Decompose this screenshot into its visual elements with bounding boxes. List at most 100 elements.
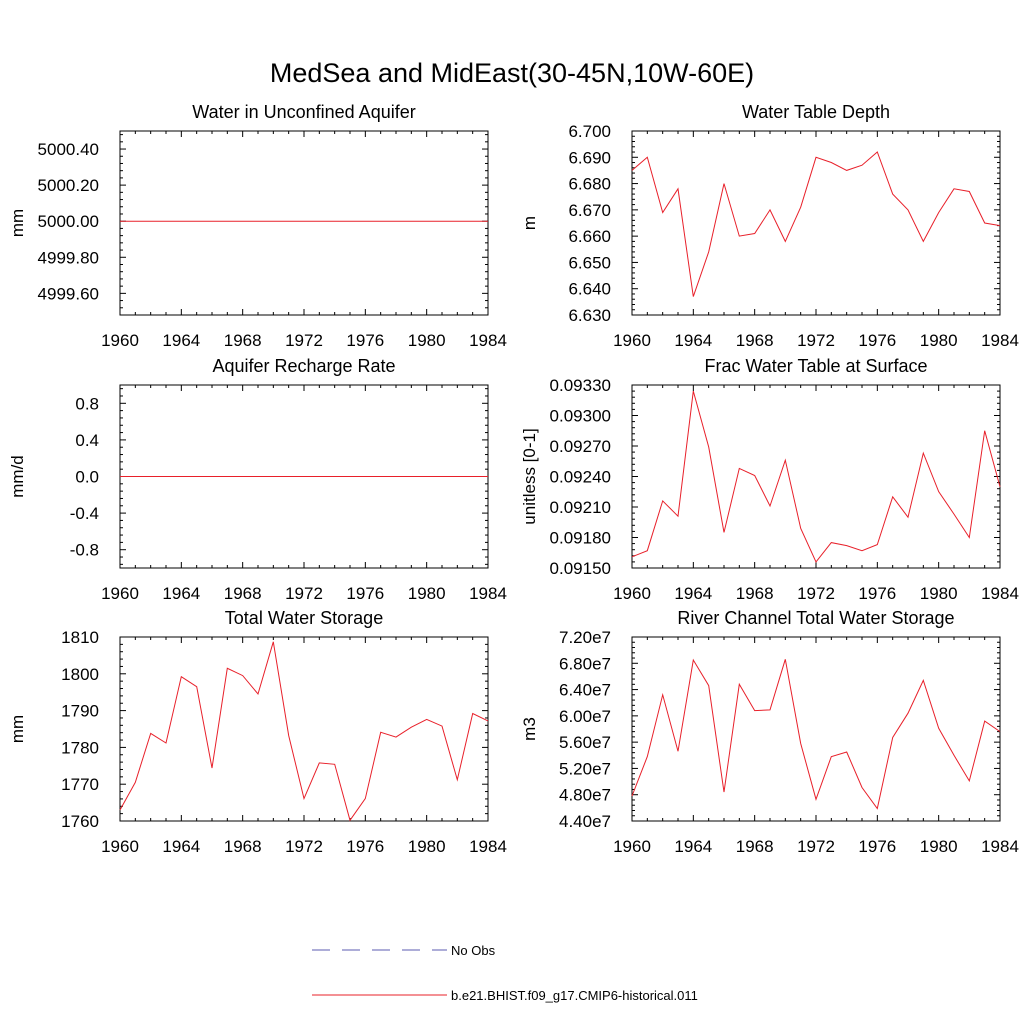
x-tick-label: 1976 xyxy=(858,837,896,856)
y-axis-label: mm xyxy=(8,715,27,743)
panel-title: Total Water Storage xyxy=(225,608,383,628)
x-tick-label: 1960 xyxy=(613,584,651,603)
y-tick-label: 6.700 xyxy=(568,122,611,141)
y-tick-label: 6.650 xyxy=(568,253,611,272)
y-tick-label: 6.630 xyxy=(568,306,611,325)
chart-panel-4: Frac Water Table at Surface unitless [0-1… xyxy=(520,356,1019,603)
series-line xyxy=(119,641,489,822)
y-tick-label: 6.670 xyxy=(568,201,611,220)
panel-title: Water Table Depth xyxy=(742,102,890,122)
x-tick-label: 1964 xyxy=(674,837,712,856)
x-tick-label: 1976 xyxy=(346,331,384,350)
chart-panel-1: Water in Unconfined Aquifer mm 1960 1964 196… xyxy=(8,102,507,350)
y-tick-label: 7.20e7 xyxy=(559,628,611,647)
y-tick-label: 6.00e7 xyxy=(559,707,611,726)
y-tick-label: 1770 xyxy=(61,775,99,794)
y-tick-label: 1790 xyxy=(61,702,99,721)
y-tick-label: 5.20e7 xyxy=(559,759,611,778)
y-axis-label: m xyxy=(520,216,539,230)
y-tick-label: 0.09240 xyxy=(550,468,611,487)
plot-frame xyxy=(119,636,489,822)
x-tick-label: 1964 xyxy=(162,584,200,603)
y-axis-label: mm xyxy=(8,209,27,237)
chart-panel-2: Water Table Depth m 1960 1964 1968 1972 1976 19… xyxy=(520,102,1019,350)
y-tick-label: 5000.00 xyxy=(38,212,99,231)
x-tick-label: 1968 xyxy=(736,584,774,603)
plot-frame xyxy=(631,636,1001,822)
y-tick-label: -0.4 xyxy=(70,504,99,523)
x-tick-label: 1980 xyxy=(920,584,958,603)
figure-title: MedSea and MidEast(30-45N,10W-60E) xyxy=(270,58,754,88)
x-tick-label: 1976 xyxy=(346,584,384,603)
x-tick-label: 1972 xyxy=(285,331,323,350)
x-tick-label: 1972 xyxy=(797,584,835,603)
y-tick-label: 1780 xyxy=(61,738,99,757)
x-tick-label: 1984 xyxy=(469,837,507,856)
x-tick-label: 1964 xyxy=(162,331,200,350)
x-tick-label: 1968 xyxy=(736,331,774,350)
chart-panel-6: River Channel Total Water Storage m3 1960 1… xyxy=(520,608,1019,856)
y-tick-label: 6.660 xyxy=(568,227,611,246)
panel-title: Aquifer Recharge Rate xyxy=(212,356,395,376)
y-axis-label: m3 xyxy=(520,717,539,741)
y-tick-label: 0.09300 xyxy=(550,407,611,426)
chart-panel-5: Total Water Storage mm 1960 1964 1968 1972 197… xyxy=(8,608,507,856)
y-tick-label: 0.09210 xyxy=(550,498,611,517)
y-tick-label: 6.690 xyxy=(568,148,611,167)
y-tick-label: 5.60e7 xyxy=(559,733,611,752)
panel-title: Water in Unconfined Aquifer xyxy=(192,102,415,122)
x-tick-label: 1964 xyxy=(674,584,712,603)
chart-panels: Water in Unconfined Aquifer mm 1960 1964 196… xyxy=(8,102,1019,856)
panel-title: River Channel Total Water Storage xyxy=(677,608,954,628)
x-tick-label: 1984 xyxy=(469,584,507,603)
x-tick-label: 1968 xyxy=(736,837,774,856)
x-tick-label: 1968 xyxy=(224,331,262,350)
x-tick-label: 1960 xyxy=(613,331,651,350)
x-tick-label: 1960 xyxy=(101,331,139,350)
x-tick-label: 1980 xyxy=(920,331,958,350)
y-tick-label: 5000.20 xyxy=(38,176,99,195)
y-tick-label: 1760 xyxy=(61,812,99,831)
x-tick-label: 1960 xyxy=(101,837,139,856)
x-tick-label: 1968 xyxy=(224,837,262,856)
x-tick-label: 1980 xyxy=(920,837,958,856)
x-tick-label: 1960 xyxy=(613,837,651,856)
x-tick-label: 1972 xyxy=(285,837,323,856)
x-tick-label: 1972 xyxy=(797,331,835,350)
y-axis-label: mm/d xyxy=(8,455,27,498)
x-tick-label: 1964 xyxy=(674,331,712,350)
panel-title: Frac Water Table at Surface xyxy=(704,356,927,376)
x-tick-label: 1980 xyxy=(408,837,446,856)
y-tick-label: 1810 xyxy=(61,628,99,647)
x-tick-label: 1960 xyxy=(101,584,139,603)
x-tick-label: 1984 xyxy=(981,331,1019,350)
x-tick-label: 1968 xyxy=(224,584,262,603)
x-tick-label: 1984 xyxy=(469,331,507,350)
legend: No Obs b.e21.BHIST.f09_g17.CMIP6-histori… xyxy=(312,943,698,1003)
y-tick-label: 4999.80 xyxy=(38,248,99,267)
x-tick-label: 1972 xyxy=(285,584,323,603)
y-tick-label: 0.09270 xyxy=(550,437,611,456)
y-tick-label: 6.640 xyxy=(568,280,611,299)
y-tick-label: 6.40e7 xyxy=(559,681,611,700)
series-line xyxy=(631,151,1001,297)
x-tick-label: 1972 xyxy=(797,837,835,856)
series-line xyxy=(631,658,1001,810)
y-tick-label: 0.09180 xyxy=(550,529,611,548)
plot-frame xyxy=(119,130,489,316)
y-tick-label: 0.0 xyxy=(75,468,99,487)
y-tick-label: 4.80e7 xyxy=(559,786,611,805)
x-tick-label: 1984 xyxy=(981,584,1019,603)
y-tick-label: 1800 xyxy=(61,665,99,684)
y-tick-label: 0.09330 xyxy=(550,376,611,395)
plot-frame xyxy=(631,384,1001,569)
y-tick-label: 6.80e7 xyxy=(559,654,611,673)
chart-panel-3: Aquifer Recharge Rate mm/d 1960 1964 1968 197… xyxy=(8,356,507,603)
legend-label-no-obs: No Obs xyxy=(451,943,496,958)
y-tick-label: 0.09150 xyxy=(550,559,611,578)
x-tick-label: 1980 xyxy=(408,331,446,350)
x-tick-label: 1976 xyxy=(858,584,896,603)
y-tick-label: 6.680 xyxy=(568,175,611,194)
y-tick-label: 4999.60 xyxy=(38,284,99,303)
